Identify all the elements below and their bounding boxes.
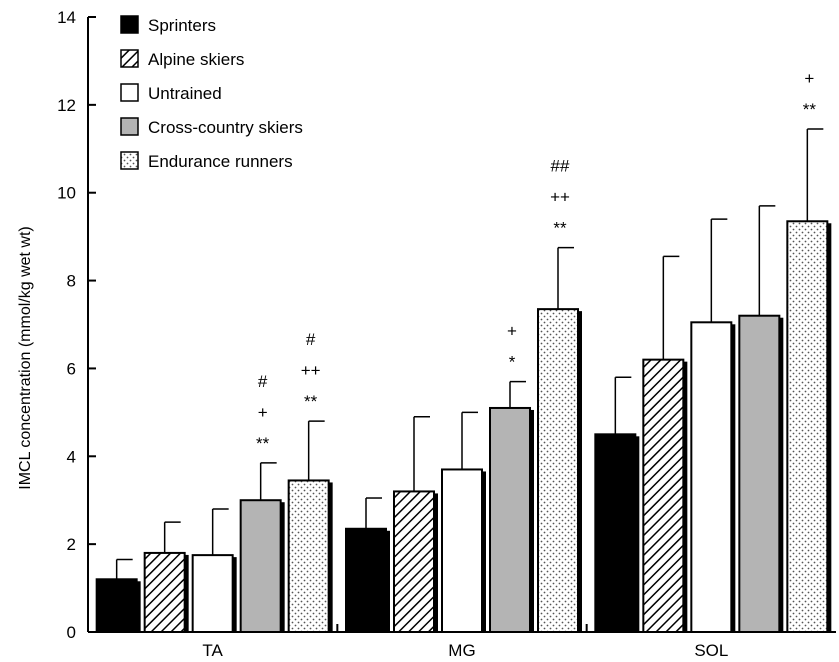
bars bbox=[95, 220, 832, 634]
bar bbox=[441, 468, 483, 634]
significance-label: ** bbox=[803, 100, 817, 119]
y-tick-label: 12 bbox=[57, 96, 76, 115]
significance-label: + bbox=[804, 69, 814, 88]
bar bbox=[239, 499, 282, 634]
bar bbox=[287, 479, 330, 634]
bar bbox=[95, 578, 138, 633]
y-tick-label: 6 bbox=[67, 359, 76, 378]
legend-swatch bbox=[120, 15, 139, 34]
legend-label: Endurance runners bbox=[148, 152, 293, 171]
legend-label: Cross-country skiers bbox=[148, 118, 303, 137]
legend-label: Alpine skiers bbox=[148, 50, 244, 69]
significance-label: + bbox=[507, 322, 517, 341]
significance-label: ++ bbox=[301, 361, 321, 380]
y-tick-label: 0 bbox=[67, 623, 76, 642]
legend-swatch bbox=[120, 83, 139, 102]
error-bars bbox=[115, 128, 824, 580]
legend-label: Untrained bbox=[148, 84, 222, 103]
x-tick-label: SOL bbox=[694, 641, 728, 660]
bar bbox=[738, 314, 781, 633]
bar bbox=[786, 220, 829, 633]
significance-label: ** bbox=[553, 219, 567, 238]
bar bbox=[594, 433, 637, 634]
significance-label: ++ bbox=[550, 188, 570, 207]
legend-swatch bbox=[120, 151, 139, 170]
significance-label: * bbox=[509, 353, 516, 372]
bar bbox=[143, 551, 186, 634]
legend-label: Sprinters bbox=[148, 16, 216, 35]
bar bbox=[690, 321, 733, 633]
significance-label: + bbox=[258, 403, 268, 422]
bar bbox=[345, 527, 387, 634]
significance-label: ** bbox=[304, 392, 318, 411]
legend: Sprinters Alpine skiers Untrained Cross-cou… bbox=[120, 15, 303, 171]
significance-annotations: # + ** # ++ ** + * ## ++ ** + ** bbox=[256, 69, 816, 453]
legend-swatch bbox=[120, 117, 139, 136]
x-tick-label: MG bbox=[448, 641, 475, 660]
y-tick-label: 8 bbox=[67, 272, 76, 291]
y-tick-label: 2 bbox=[67, 535, 76, 554]
bar bbox=[393, 490, 435, 633]
significance-label: ** bbox=[256, 434, 270, 453]
bar bbox=[642, 358, 685, 633]
significance-label: ## bbox=[551, 157, 570, 176]
y-tick-label: 4 bbox=[67, 447, 76, 466]
x-tick-label: TA bbox=[202, 641, 223, 660]
y-axis-label: IMCL concentration (mmol/kg wet wt) bbox=[17, 226, 34, 489]
significance-label: # bbox=[258, 372, 268, 391]
y-tick-label: 10 bbox=[57, 184, 76, 203]
bar bbox=[191, 554, 234, 633]
significance-label: # bbox=[306, 330, 316, 349]
bar bbox=[537, 308, 579, 633]
bar bbox=[489, 406, 531, 634]
legend-swatch bbox=[120, 49, 139, 68]
y-tick-label: 14 bbox=[57, 8, 76, 27]
